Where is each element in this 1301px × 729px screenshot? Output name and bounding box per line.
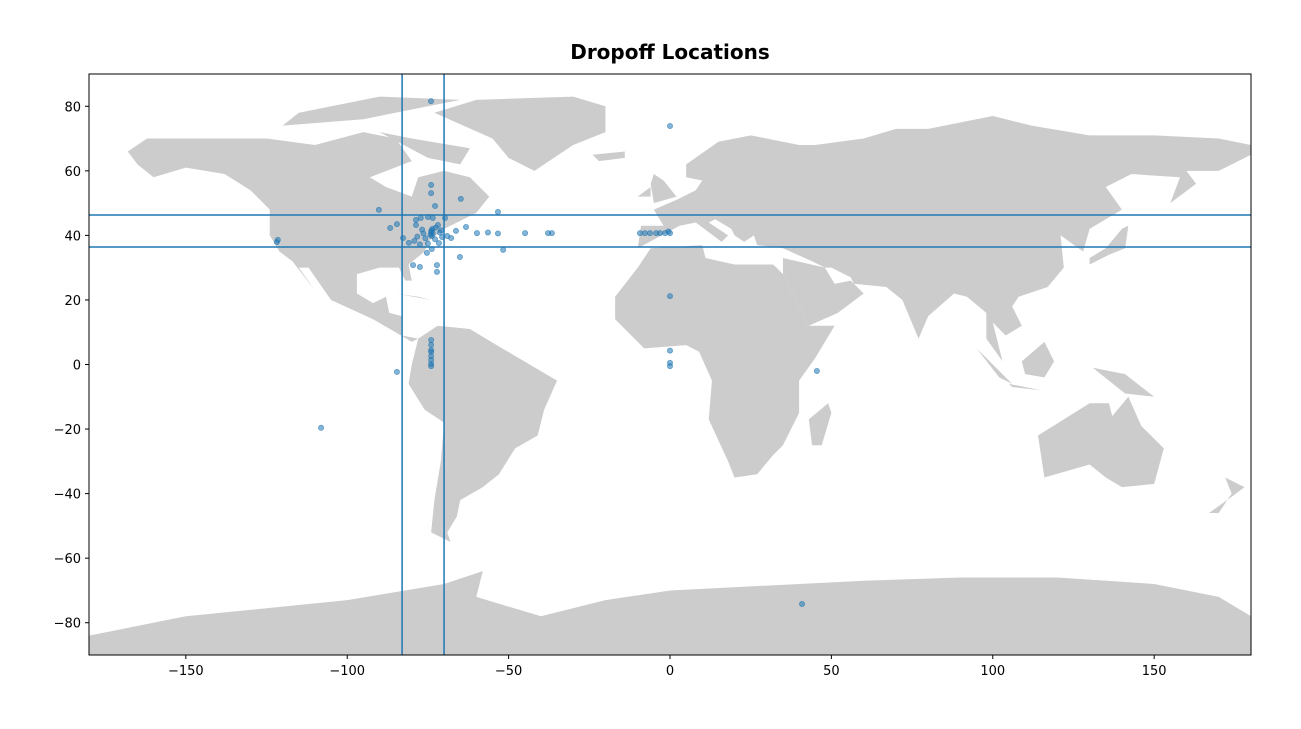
land — [282, 96, 461, 126]
point — [423, 249, 430, 256]
point — [667, 347, 674, 354]
land — [1092, 367, 1155, 397]
point — [393, 368, 400, 375]
point — [387, 224, 394, 231]
point — [646, 230, 653, 237]
point — [656, 230, 663, 237]
point — [411, 237, 418, 244]
point — [416, 264, 423, 271]
land — [127, 132, 490, 342]
point — [412, 222, 419, 229]
point — [318, 424, 325, 431]
land — [808, 403, 832, 446]
point — [463, 223, 470, 230]
point — [428, 363, 435, 370]
x-tick-label: 150 — [1142, 664, 1167, 679]
x-tick-label: 100 — [980, 664, 1005, 679]
x-tick-label: 0 — [666, 664, 674, 679]
point — [273, 239, 280, 246]
land — [1089, 225, 1129, 265]
point — [494, 208, 501, 215]
x-tick-label: −50 — [495, 664, 522, 679]
plot-layer — [89, 74, 1251, 655]
point — [428, 341, 435, 348]
x-tick-label: −150 — [168, 664, 204, 679]
land — [637, 115, 1251, 362]
point — [416, 241, 423, 248]
point — [405, 239, 412, 246]
land — [1021, 341, 1055, 378]
point — [667, 122, 674, 129]
land — [89, 571, 1251, 655]
point — [636, 230, 643, 237]
point — [494, 230, 501, 237]
point — [419, 226, 426, 233]
point — [813, 367, 820, 374]
point — [799, 601, 806, 608]
y-tick-label: −60 — [54, 552, 81, 567]
land — [1209, 477, 1245, 513]
point — [484, 229, 491, 236]
point — [412, 216, 419, 223]
point — [414, 233, 421, 240]
land — [615, 245, 835, 478]
point — [428, 182, 435, 189]
point — [665, 228, 672, 235]
y-tick-label: 40 — [64, 229, 81, 244]
point — [667, 293, 674, 300]
y-tick-label: −20 — [54, 423, 81, 438]
point — [417, 214, 424, 221]
world-map — [89, 96, 1251, 655]
point — [428, 336, 435, 343]
point — [427, 98, 434, 105]
point — [522, 230, 529, 237]
point — [667, 363, 674, 370]
point — [548, 230, 555, 237]
point — [456, 254, 463, 261]
point — [375, 206, 382, 213]
point — [641, 230, 648, 237]
point — [500, 246, 507, 253]
y-tick-label: 60 — [64, 165, 81, 180]
point — [432, 203, 439, 210]
y-tick-label: −40 — [54, 488, 81, 503]
point — [424, 240, 431, 247]
point — [393, 221, 400, 228]
land — [434, 96, 606, 171]
point — [435, 240, 442, 247]
point — [457, 195, 464, 202]
land — [1008, 383, 1042, 391]
point — [400, 234, 407, 241]
point — [452, 227, 459, 234]
land — [976, 348, 1013, 384]
point — [429, 225, 436, 232]
chart-title: Dropoff Locations — [570, 40, 770, 64]
point — [422, 235, 429, 242]
land — [592, 151, 625, 162]
land — [1037, 396, 1164, 488]
point — [473, 230, 480, 237]
x-tick-label: −100 — [329, 664, 365, 679]
point — [429, 214, 436, 221]
land — [650, 174, 677, 204]
point — [432, 236, 439, 243]
x-tick-label: 50 — [823, 664, 840, 679]
point — [410, 262, 417, 269]
point — [438, 227, 445, 234]
land — [395, 293, 432, 300]
y-tick-label: 0 — [73, 359, 81, 374]
point — [433, 268, 440, 275]
point — [428, 190, 435, 197]
point — [448, 234, 455, 241]
point — [433, 262, 440, 269]
y-tick-label: 20 — [64, 294, 81, 309]
y-tick-label: 80 — [64, 100, 81, 115]
land — [637, 186, 651, 197]
point — [442, 214, 449, 221]
land — [408, 325, 558, 543]
y-tick-label: −80 — [54, 617, 81, 632]
land — [782, 257, 864, 326]
